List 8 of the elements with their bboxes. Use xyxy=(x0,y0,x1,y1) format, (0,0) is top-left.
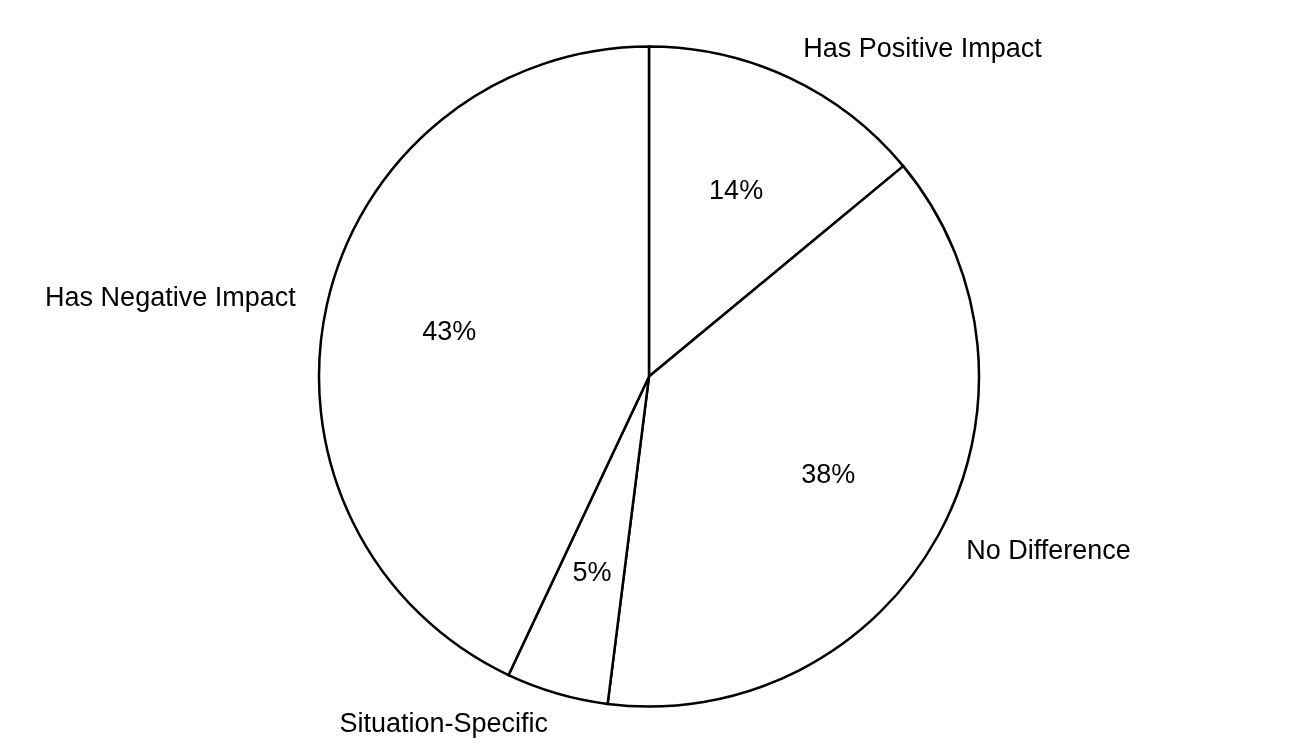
slice-label: Situation-Specific xyxy=(339,708,549,739)
slice-label: No Difference xyxy=(966,534,1131,565)
data-label: 5% xyxy=(572,556,612,587)
slice-label: Has Negative Impact xyxy=(45,281,297,312)
slice-label: Has Positive Impact xyxy=(803,32,1043,63)
data-label: 14% xyxy=(709,175,764,206)
data-label: 38% xyxy=(801,459,856,490)
data-label: 43% xyxy=(422,315,477,346)
